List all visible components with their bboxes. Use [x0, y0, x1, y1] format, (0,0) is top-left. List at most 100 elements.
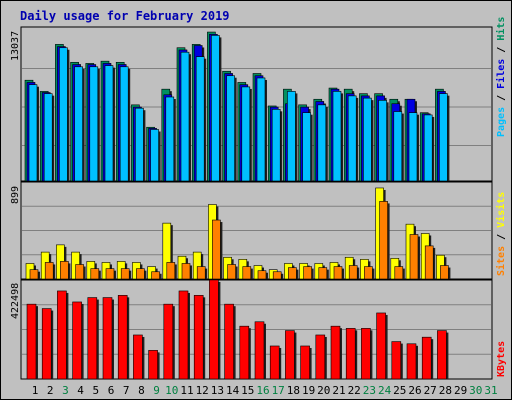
bar-pages [256, 77, 266, 182]
bar-kbytes [117, 295, 128, 380]
bar-kbytes [315, 334, 326, 380]
bar-pages [150, 129, 159, 182]
bar-kbytes [391, 341, 402, 380]
x-tick-label: 9 [153, 384, 160, 397]
bar-sites [181, 263, 191, 280]
bar-kbytes [72, 301, 82, 380]
bar-sites [242, 266, 252, 280]
legend-top: Pages / Files / Hits [495, 17, 507, 137]
legend-bottom: KBytes [496, 341, 507, 377]
bar-sites [151, 271, 160, 280]
bar-kbytes [41, 308, 52, 380]
bar-pages [317, 104, 327, 182]
bar-pages [211, 35, 220, 182]
bar-sites [29, 269, 39, 280]
bar-sites [364, 266, 373, 280]
x-tick-label: 3 [62, 384, 69, 397]
x-tick-label: 21 [332, 384, 345, 397]
chart-title: Daily usage for February 2019 [20, 9, 230, 23]
bar-kbytes [239, 325, 250, 380]
bar-pages [408, 112, 418, 182]
x-tick-label: 24 [378, 384, 392, 397]
y-max-label-top: 13037 [10, 31, 21, 61]
legend-entry: / [496, 41, 507, 59]
x-tick-label: 6 [108, 384, 115, 397]
bar-sites [440, 265, 449, 280]
bar-pages [28, 84, 38, 182]
bar-kbytes [148, 350, 158, 380]
bar-sites [75, 264, 84, 280]
bar-pages [287, 91, 296, 182]
bar-sites [272, 271, 282, 280]
bar-pages [302, 112, 311, 182]
bar-kbytes [102, 297, 113, 380]
bar-sites [409, 234, 419, 280]
x-tick-label: 23 [363, 384, 376, 397]
x-tick-label: 12 [196, 384, 209, 397]
x-tick-label: 7 [123, 384, 130, 397]
bar-sites [257, 270, 267, 280]
bar-kbytes [178, 290, 189, 380]
bar-sites [90, 268, 100, 280]
legend-entry: Pages [496, 107, 507, 137]
x-tick-label: 30 [469, 384, 482, 397]
bar-kbytes [376, 312, 386, 380]
bar-pages [393, 111, 403, 182]
bar-sites [227, 264, 236, 280]
bar-kbytes [133, 334, 143, 380]
bar-pages [119, 66, 129, 182]
bar-pages [439, 93, 448, 182]
x-tick-label: 14 [226, 384, 240, 397]
bar-pages [104, 65, 114, 182]
x-tick-label: 2 [47, 384, 54, 397]
legend-entry: KBytes [496, 341, 507, 377]
legend-entry: / [496, 228, 507, 246]
x-tick-label: 10 [165, 384, 178, 397]
bar-sites [212, 219, 221, 280]
x-tick-label: 8 [138, 384, 145, 397]
bar-pages [332, 91, 342, 182]
bar-kbytes [269, 345, 280, 380]
x-tick-label: 20 [317, 384, 330, 397]
bar-kbytes [87, 297, 98, 380]
legend-entry: Files [495, 59, 507, 89]
x-tick-label: 26 [408, 384, 421, 397]
bar-sites [318, 267, 328, 280]
x-tick-label: 15 [241, 384, 254, 397]
bar-kbytes [361, 328, 371, 380]
bar-sites [44, 262, 54, 280]
legend-entry: Visits [495, 192, 507, 228]
bar-kbytes [163, 303, 174, 380]
bar-pages [241, 86, 251, 182]
bar-pages [59, 47, 68, 182]
bar-pages [43, 93, 53, 182]
x-tick-label: 5 [92, 384, 99, 397]
x-tick-label: 25 [393, 384, 406, 397]
x-tick-label: 29 [454, 384, 467, 397]
bar-sites [136, 268, 145, 280]
bar-kbytes [345, 328, 356, 380]
x-tick-label: 4 [77, 384, 84, 397]
x-tick-label: 31 [484, 384, 497, 397]
bar-pages [226, 75, 235, 182]
bar-kbytes [209, 279, 219, 380]
bar-pages [180, 51, 190, 182]
bar-pages [135, 107, 144, 182]
bar-pages [347, 95, 357, 182]
bar-sites [60, 261, 69, 280]
bar-kbytes [330, 325, 341, 380]
bar-pages [74, 66, 83, 182]
bar-sites [288, 267, 297, 280]
bar-pages [378, 100, 387, 182]
bar-pages [363, 97, 372, 182]
bar-pages [165, 96, 175, 182]
bar-sites [424, 245, 434, 280]
bar-pages [195, 56, 205, 182]
bar-sites [333, 266, 343, 280]
bar-sites [394, 266, 404, 280]
y-max-label-bottom: 422498 [10, 283, 21, 319]
bar-pages [423, 114, 433, 182]
x-tick-label: 28 [439, 384, 452, 397]
